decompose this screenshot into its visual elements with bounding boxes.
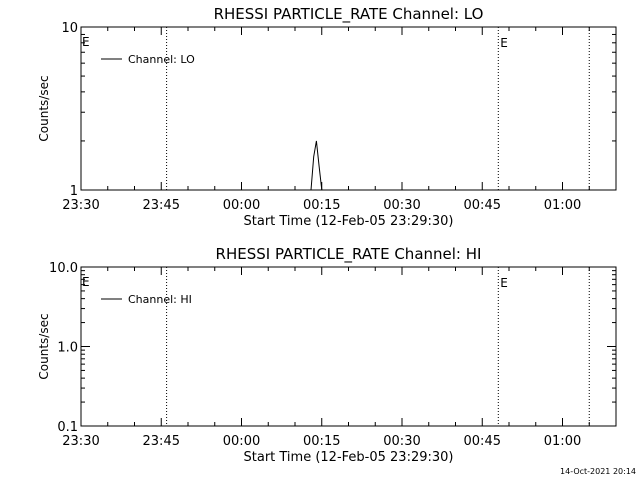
x-tick-label: 23:45 (143, 434, 180, 449)
x-axis-label: Start Time (12-Feb-05 23:29:30) (244, 450, 454, 465)
edge-marker-label: E (82, 35, 90, 49)
x-tick-label: 00:30 (383, 198, 420, 213)
y-axis-label: Counts/sec (37, 313, 51, 379)
x-tick-label: 00:00 (223, 434, 260, 449)
y-tick-label: 10 (61, 21, 78, 36)
y-tick-label: 0.1 (57, 420, 78, 435)
y-tick-label: 1 (70, 184, 78, 199)
marker-label: E (500, 36, 508, 50)
x-tick-label: 00:15 (303, 198, 340, 213)
x-tick-label: 00:15 (303, 434, 340, 449)
series-line-0 (310, 140, 323, 191)
edge-marker-label: E (82, 275, 90, 289)
chart-panel-hi: RHESSI PARTICLE_RATE Channel: HI Start Ti… (37, 245, 617, 465)
x-tick-label: 00:00 (223, 198, 260, 213)
x-tick-label: 00:30 (383, 434, 420, 449)
chart-title: RHESSI PARTICLE_RATE Channel: LO (214, 5, 484, 24)
y-tick-label: 10.0 (49, 261, 78, 276)
y-axis-label: Counts/sec (37, 75, 51, 141)
x-tick-label: 00:45 (464, 434, 501, 449)
y-tick-label: 1.0 (57, 341, 78, 356)
x-tick-label: 23:30 (62, 198, 99, 213)
marker-label: E (500, 276, 508, 290)
plot-frame (80, 266, 617, 427)
x-tick-label: 01:00 (544, 434, 581, 449)
chart-title: RHESSI PARTICLE_RATE Channel: HI (216, 245, 482, 264)
plot-frame (80, 26, 617, 191)
x-tick-label: 00:45 (464, 198, 501, 213)
x-tick-label: 01:00 (544, 198, 581, 213)
footer-timestamp: 14-Oct-2021 20:14 (560, 467, 636, 476)
legend-entry: Channel: LO (128, 53, 195, 66)
chart-panel-lo: RHESSI PARTICLE_RATE Channel: LO Start Ti… (37, 5, 617, 229)
legend-entry: Channel: HI (128, 293, 192, 306)
x-tick-label: 23:30 (62, 434, 99, 449)
x-axis-label: Start Time (12-Feb-05 23:29:30) (244, 214, 454, 229)
x-tick-label: 23:45 (143, 198, 180, 213)
